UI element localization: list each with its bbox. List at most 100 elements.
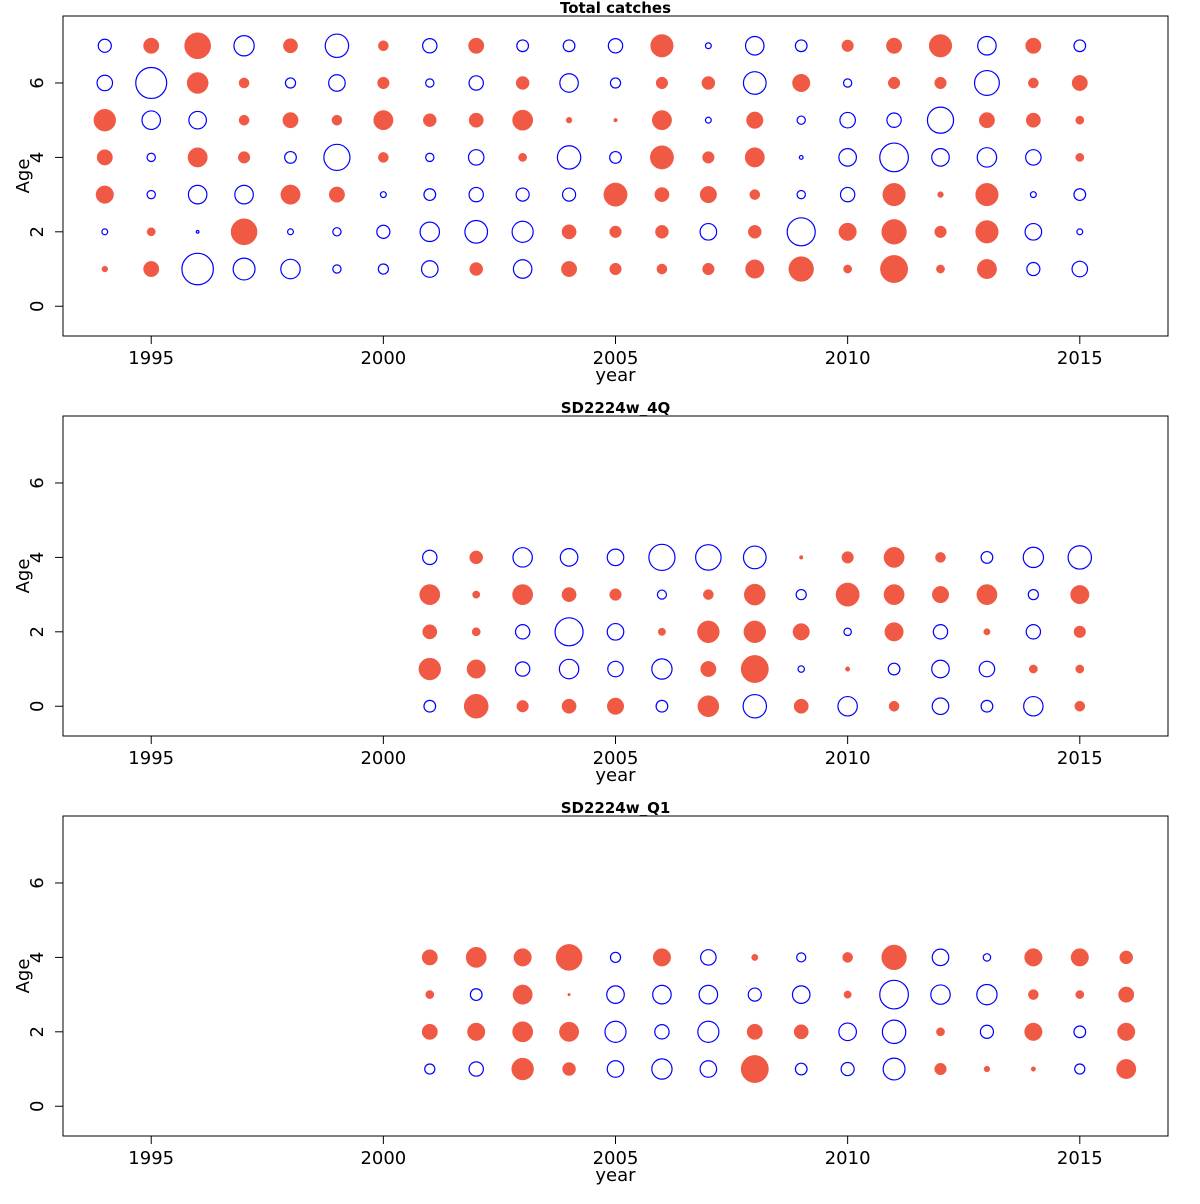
bubble-positive: [799, 555, 804, 560]
bubble-positive: [184, 32, 211, 60]
bubble-positive: [555, 944, 583, 971]
bubble-negative: [181, 252, 214, 286]
bubble-negative: [931, 697, 950, 716]
bubble-negative: [512, 547, 533, 568]
bubble-positive: [745, 259, 765, 279]
bubble-positive: [561, 698, 577, 714]
bubble-negative: [839, 186, 856, 203]
bubble-negative: [838, 148, 858, 167]
bubble-positive: [1024, 1022, 1043, 1041]
bubble-negative: [655, 699, 669, 713]
bubble-positive: [748, 225, 762, 239]
panel-title: SD2224w_Q1: [561, 799, 671, 817]
bubble-positive: [976, 584, 998, 605]
bubble-positive: [283, 38, 298, 54]
bubble-negative: [979, 1024, 995, 1039]
bubble-positive: [561, 224, 577, 240]
x-axis-title: year: [595, 1165, 636, 1186]
bubble-negative: [422, 549, 438, 566]
bubble-positive: [512, 1021, 534, 1043]
bubble-negative: [467, 149, 485, 166]
bubble-positive: [238, 114, 250, 126]
bubble-negative: [188, 110, 208, 130]
bubble-positive: [425, 990, 435, 999]
bubble-negative: [1029, 191, 1037, 199]
bubble-negative: [423, 188, 437, 202]
bubble-positive: [186, 72, 209, 94]
bubble-positive: [788, 256, 814, 282]
bubble-negative: [419, 221, 441, 243]
x-tick-label: 1995: [128, 1148, 174, 1169]
bubble-positive: [1028, 664, 1038, 674]
bubble-negative: [424, 1063, 436, 1075]
bubble-negative: [797, 665, 806, 673]
bubble-negative: [101, 228, 109, 236]
bubble-positive: [650, 34, 674, 58]
panel-3: SD2224w_Q1 1995 2000 2005 2010 2015 0 2 4 6 year Ag…: [13, 799, 1169, 1186]
bubble-negative: [332, 227, 342, 237]
bubble-positive: [649, 145, 674, 170]
bubble-positive: [609, 225, 622, 238]
bubble-positive: [469, 550, 483, 565]
bubble-positive: [609, 588, 622, 601]
bubble-negative: [651, 1058, 673, 1080]
bubble-positive: [746, 111, 764, 129]
bubble-negative: [606, 622, 625, 641]
bubble-positive: [511, 1057, 534, 1081]
bubble-negative: [606, 985, 625, 1004]
bubble-positive: [976, 259, 997, 279]
x-tick-label: 2010: [825, 348, 871, 369]
bubble-positive: [934, 225, 947, 238]
bubble-positive: [606, 697, 625, 715]
bubble-positive: [603, 182, 628, 207]
bubble-positive: [743, 620, 766, 643]
bubble-negative: [840, 1061, 855, 1077]
x-tick-label: 2015: [1057, 1148, 1103, 1169]
bubble-positive: [561, 587, 577, 603]
x-tick-label: 1995: [128, 748, 174, 769]
bubble-negative: [838, 1022, 858, 1042]
bubble-negative: [796, 952, 807, 963]
y-tick-label: 4: [27, 552, 48, 563]
bubble-positive: [841, 39, 854, 52]
bubble-negative: [512, 259, 533, 279]
bubble-positive: [1028, 77, 1039, 89]
bubble-negative: [794, 39, 808, 53]
bubble-negative: [96, 74, 114, 92]
y-tick-label: 2: [27, 226, 48, 237]
bubble-positive: [421, 1023, 438, 1040]
bubble-positive: [516, 700, 529, 713]
x-axis-title: year: [595, 765, 636, 786]
bubble-negative: [379, 191, 387, 199]
y-axis-title: Age: [13, 959, 34, 994]
y-tick-label: 6: [27, 877, 48, 888]
bubble-positive: [883, 547, 905, 568]
bubble-negative: [930, 984, 951, 1005]
bubble-negative: [376, 224, 391, 239]
bubble-negative: [1022, 546, 1045, 569]
bubble-positive: [513, 948, 532, 967]
bubble-positive: [793, 1024, 809, 1040]
bubble-positive: [1025, 37, 1042, 54]
bubble-positive: [884, 622, 904, 642]
bubble-negative: [931, 948, 950, 967]
bubble-positive: [95, 185, 114, 204]
x-tick-label: 2005: [593, 748, 639, 769]
y-tick-label: 0: [27, 701, 48, 712]
panel-title: Total catches: [560, 0, 671, 17]
bubble-negative: [651, 658, 673, 680]
bubble-negative: [234, 184, 254, 205]
bubble-positive: [238, 77, 250, 89]
y-tick-label: 2: [27, 626, 48, 637]
bubble-positive: [421, 949, 438, 966]
bubble-negative: [332, 264, 342, 274]
bubble-negative: [559, 548, 579, 567]
bubble-negative: [420, 260, 439, 278]
bubble-positive: [1075, 153, 1085, 162]
panel-2: SD2224w_4Q 1995 2000 2005 2010 2015 0 2 4 6 year Ag…: [13, 399, 1169, 786]
bubble-positive: [843, 990, 852, 999]
bubble-positive: [703, 589, 714, 600]
bubble-negative: [887, 662, 901, 676]
panel-title: SD2224w_4Q: [561, 399, 671, 417]
